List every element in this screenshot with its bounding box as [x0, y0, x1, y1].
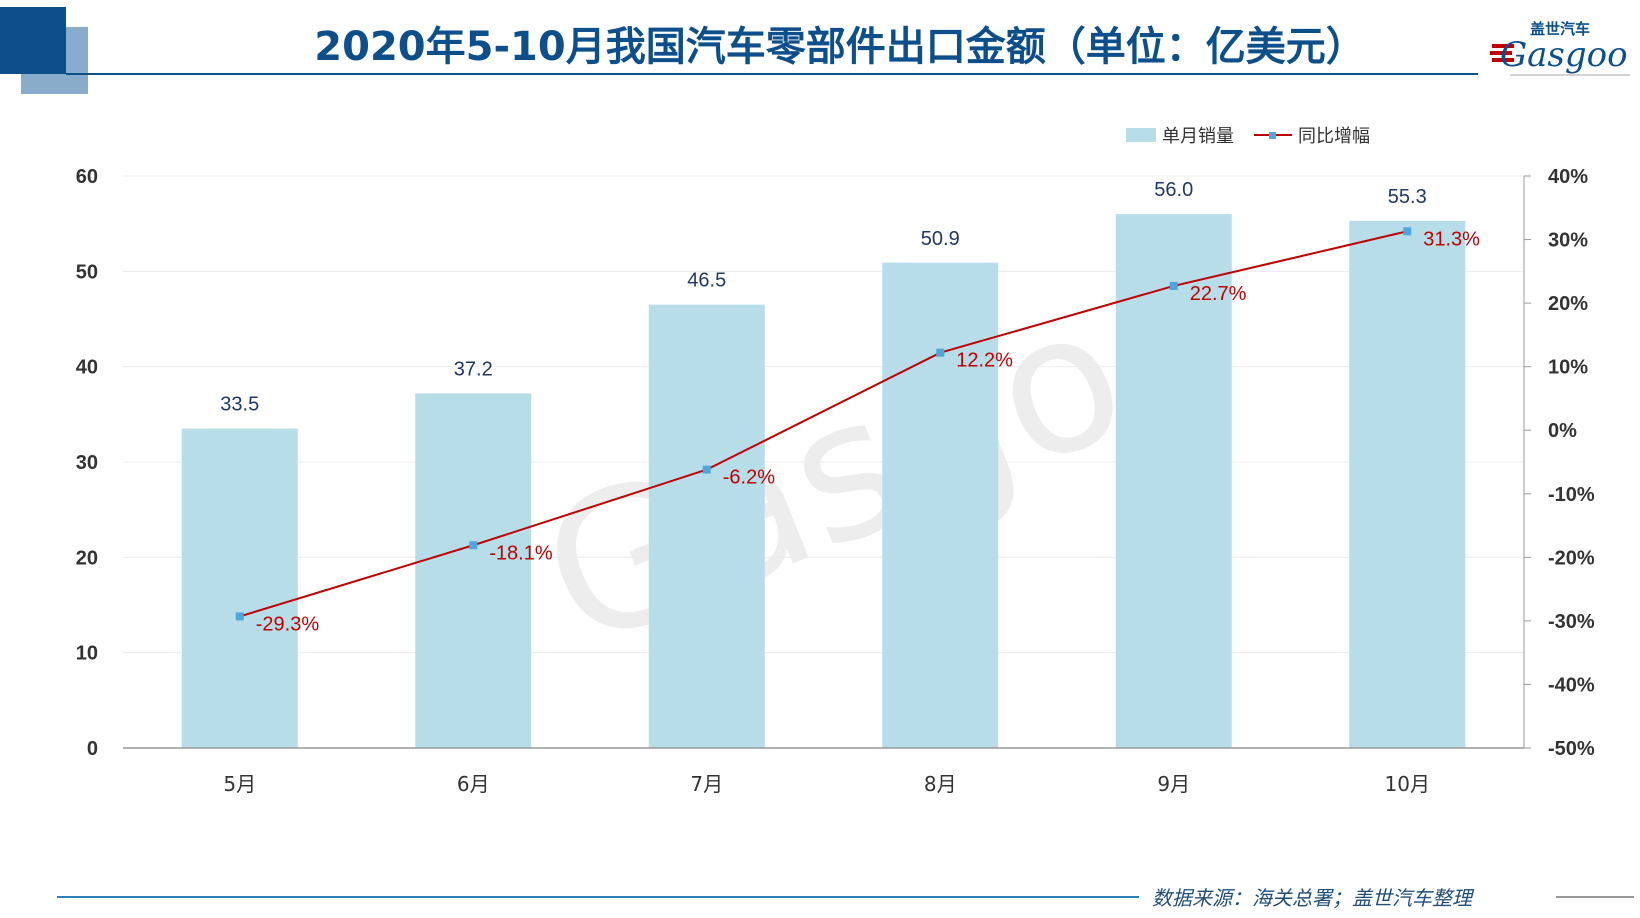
- bar-value-label: 37.2: [454, 358, 493, 380]
- svg-text:盖世汽车: 盖世汽车: [1530, 20, 1590, 38]
- x-tick-label: 9月: [1157, 772, 1190, 796]
- x-tick-label: 6月: [457, 772, 490, 796]
- bar-value-label: 46.5: [687, 270, 726, 292]
- y2-tick-label: 40%: [1548, 166, 1588, 188]
- y2-tick-label: -30%: [1548, 611, 1595, 633]
- growth-line: [239, 230, 1408, 618]
- line-marker: [1403, 227, 1412, 236]
- bar-value-label: 56.0: [1154, 179, 1193, 201]
- line-value-label: 22.7%: [1190, 283, 1247, 305]
- line-marker: [702, 465, 711, 474]
- bar: [181, 428, 298, 748]
- y2-tick-label: -40%: [1548, 674, 1595, 696]
- bar: [648, 304, 765, 748]
- line-marker: [469, 541, 478, 550]
- line-value-label: 31.3%: [1423, 228, 1480, 250]
- line-value-label: -18.1%: [489, 542, 553, 564]
- x-tick-label: 5月: [223, 772, 256, 796]
- y-tick-label: 10: [76, 643, 98, 665]
- source-note: 数据来源：海关总署；盖世汽车整理: [1152, 886, 1472, 910]
- y2-tick-label: 20%: [1548, 293, 1588, 315]
- y-tick-label: 60: [76, 166, 98, 188]
- y-tick-label: 30: [76, 452, 98, 474]
- line-value-label: 12.2%: [956, 350, 1013, 372]
- legend-bar-swatch: [1126, 128, 1156, 142]
- line-value-label: -6.2%: [723, 467, 775, 489]
- decor-square-dark: [0, 7, 66, 74]
- x-tick-label: 10月: [1385, 772, 1430, 796]
- y-tick-label: 50: [76, 261, 98, 283]
- bar: [1349, 220, 1466, 749]
- bar-value-label: 50.9: [921, 228, 960, 250]
- y-tick-label: 0: [87, 738, 98, 760]
- title-divider: [66, 73, 1478, 75]
- page-title: 2020年5-10月我国汽车零部件出口金额（单位：亿美元）: [314, 24, 1366, 70]
- y-tick-label: 40: [76, 357, 98, 379]
- svg-text:Gasgoo: Gasgoo: [1500, 35, 1628, 75]
- legend-line-label: 同比增幅: [1298, 126, 1370, 147]
- bar-value-label: 33.5: [220, 394, 259, 416]
- line-marker: [936, 348, 945, 357]
- y2-tick-label: 0%: [1548, 420, 1577, 442]
- y2-tick-label: 30%: [1548, 230, 1588, 252]
- footer-line: [57, 896, 1139, 898]
- line-marker: [235, 612, 244, 621]
- y2-tick-label: 10%: [1548, 357, 1588, 379]
- x-tick-label: 8月: [924, 772, 957, 796]
- bar-value-label: 55.3: [1388, 186, 1427, 208]
- chart-legend: 单月销量 同比增幅: [1126, 122, 1370, 148]
- legend-line-swatch: [1254, 132, 1292, 139]
- bar: [882, 262, 999, 748]
- x-tick-label: 7月: [690, 772, 723, 796]
- y2-tick-label: -20%: [1548, 547, 1595, 569]
- y2-tick-label: -10%: [1548, 484, 1595, 506]
- line-marker: [1169, 281, 1178, 290]
- footer-line-right: [1556, 896, 1634, 898]
- gasgoo-logo: 盖世汽车 Gasgoo: [1490, 20, 1630, 76]
- line-value-label: -29.3%: [256, 613, 320, 635]
- bar: [1115, 214, 1232, 749]
- y-tick-label: 20: [76, 547, 98, 569]
- bar: [415, 393, 532, 748]
- legend-bar-label: 单月销量: [1162, 126, 1234, 147]
- y2-tick-label: -50%: [1548, 738, 1595, 760]
